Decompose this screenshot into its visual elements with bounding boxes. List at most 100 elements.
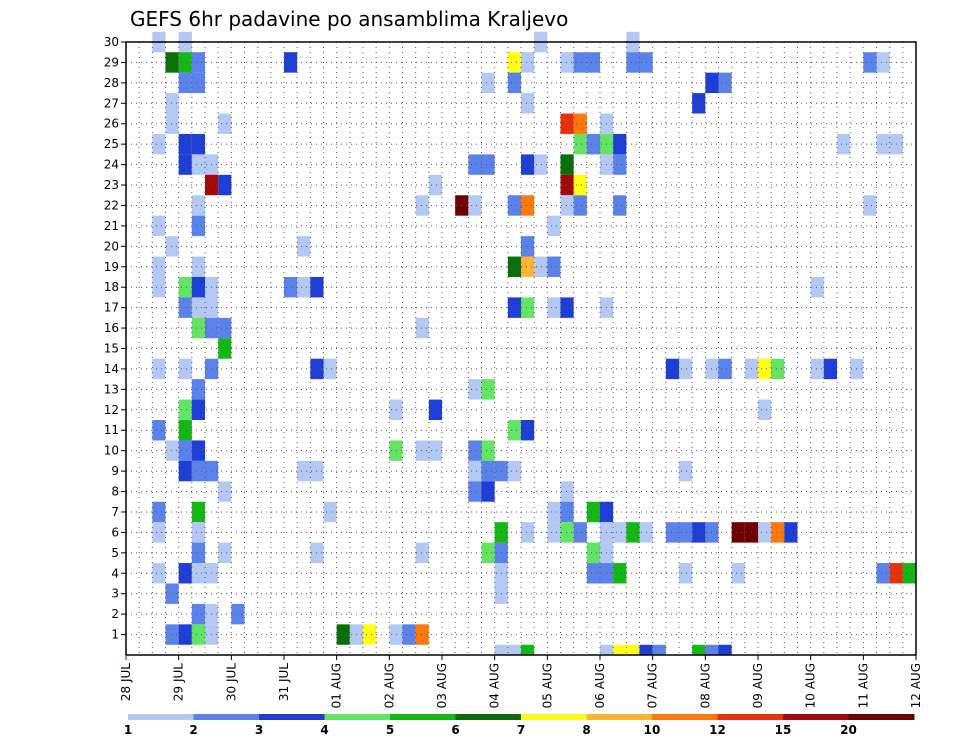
y-tick-label: 2 [111,607,119,621]
y-tick-label: 24 [104,158,119,172]
y-tick-label: 16 [104,321,119,335]
heatmap-cell [718,358,732,380]
y-tick-label: 13 [104,382,119,396]
heatmap-cell [165,113,179,134]
heatmap-cell [560,522,574,543]
heatmap-cell [152,133,166,155]
colorbar-label: 5 [386,723,394,737]
y-tick-label: 19 [104,260,119,274]
heatmap-cell [191,460,205,482]
heatmap-cell [152,256,166,277]
heatmap-cell [191,154,205,175]
heatmap-cell [507,644,521,655]
heatmap-cell [560,52,574,73]
heatmap-cell [191,256,205,277]
heatmap-cell [468,460,482,482]
y-tick-label: 28 [104,76,119,90]
y-tick-label: 8 [111,485,119,499]
colorbar-swatch [128,714,194,720]
heatmap-cell [521,256,535,277]
x-tick-label: 28 JUL [119,663,133,701]
heatmap-cell [415,440,429,461]
heatmap-cell [428,440,442,461]
heatmap-cell [415,317,429,339]
heatmap-cell [521,93,535,114]
heatmap-cell [389,624,403,645]
heatmap-cell [165,93,179,114]
heatmap-cell [573,522,587,543]
heatmap-cell [218,113,232,134]
heatmap-cell [613,644,627,655]
colorbar-swatch [586,714,653,720]
heatmap-cell [178,276,192,298]
y-tick-label: 23 [104,178,119,192]
heatmap-cell [679,358,693,380]
heatmap-cell [586,563,600,584]
heatmap-cell [389,440,403,461]
y-tick-label: 18 [104,280,119,294]
colorbar-swatch [390,714,456,720]
y-tick-label: 17 [104,301,119,315]
x-tick-label: 09 AUG [751,663,765,708]
heatmap-cell [652,644,666,655]
x-tick-label: 04 AUG [488,663,502,708]
heatmap-cell [415,542,429,564]
heatmap-cell [178,358,192,380]
y-axis: 1234567891011121314151617181920212223242… [104,35,126,642]
heatmap-cell [692,522,706,543]
colorbar-swatch [717,714,784,720]
heatmap-cells [152,31,916,655]
colorbar-label: 7 [517,723,525,737]
colorbar-legend: 1 2 3 4 5 6 7 8 10 12 15 20 [124,714,915,737]
heatmap-cell [547,522,561,543]
heatmap-cell [692,644,706,655]
y-tick-label: 26 [104,117,119,131]
heatmap-cell [586,133,600,155]
heatmap-cell [152,215,166,237]
x-tick-label: 29 JUL [172,663,186,701]
heatmap-cell [547,215,561,237]
heatmap-cell [165,52,179,73]
heatmap-cell [191,133,205,155]
heatmap-cell [191,563,205,584]
heatmap-cell [521,644,535,655]
heatmap-cell [428,399,442,421]
heatmap-cell [665,358,679,380]
heatmap-cell [547,501,561,523]
heatmap-cell [863,195,877,216]
y-tick-label: 6 [111,525,119,539]
heatmap-cell [152,522,166,543]
heatmap-cell [297,236,311,257]
heatmap-cell [810,276,824,298]
heatmap-cell [178,440,192,461]
heatmap-cell [613,154,627,175]
heatmap-cell [521,236,535,257]
heatmap-cell [876,52,890,73]
heatmap-cell [218,174,232,196]
heatmap-cell [218,542,232,564]
heatmap-cell [586,501,600,523]
heatmap-cell [191,603,205,625]
x-tick-label: 31 JUL [277,663,291,701]
heatmap-cell [468,481,482,502]
heatmap-cell [191,542,205,564]
heatmap-cell [784,522,798,543]
heatmap-cell [718,644,732,655]
heatmap-cell [323,358,337,380]
heatmap-cell [389,399,403,421]
heatmap-cell [837,133,851,155]
colorbar-label: 10 [644,723,661,737]
heatmap-cell [468,379,482,400]
heatmap-cell [731,563,745,584]
heatmap-cell [481,460,495,482]
chart-title: GEFS 6hr padavine po ansamblima Kraljevo [130,7,568,31]
heatmap-cell [297,460,311,482]
colorbar-label: 1 [124,723,132,737]
heatmap-cell [191,624,205,645]
heatmap-cell [507,460,521,482]
heatmap-cell [560,195,574,216]
heatmap-cell [218,317,232,339]
heatmap-cell [415,195,429,216]
heatmap-cell [521,154,535,175]
heatmap-cell [521,522,535,543]
